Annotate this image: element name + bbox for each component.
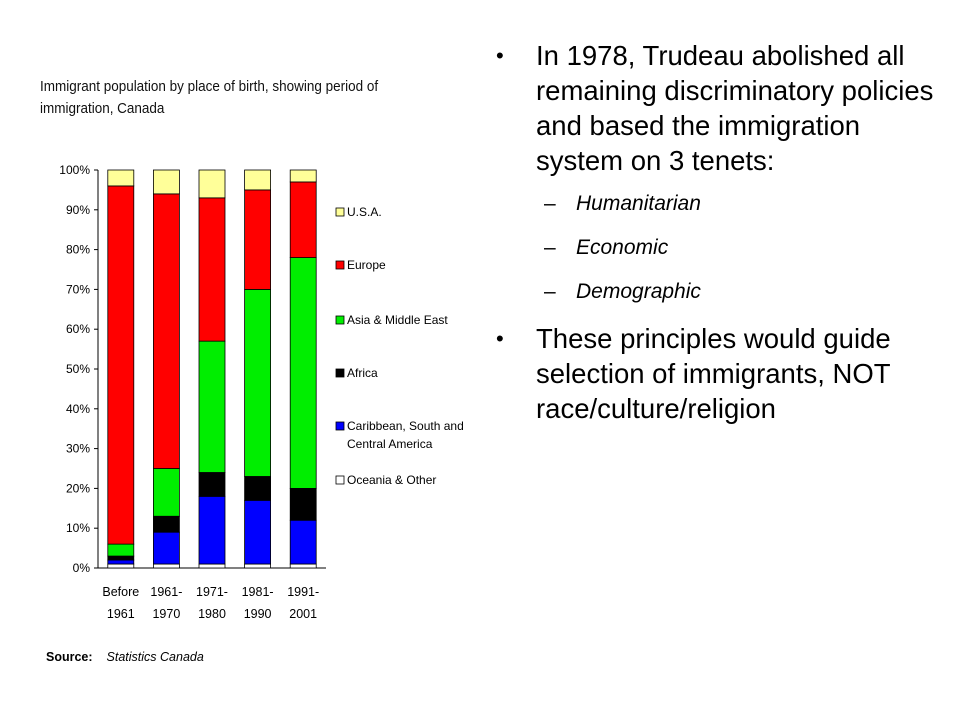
legend-label: Central America [347, 437, 433, 451]
y-tick-label: 70% [66, 282, 90, 296]
bar-segment [244, 169, 272, 191]
x-tick-label: 1970 [152, 607, 180, 621]
stacked-bar-chart: 0% 10% 20% 30% 40% 50% 60% 70% 80% 90% 100% Before 1… [59, 163, 464, 621]
bullet-text: These principles would guide selection o… [536, 323, 891, 424]
bar-segment [289, 169, 317, 183]
y-tick-label: 90% [66, 203, 90, 217]
bar-segment [153, 531, 180, 565]
legend-label: Europe [347, 258, 386, 272]
sub-bullet-humanitarian: – Humanitarian [496, 189, 946, 219]
legend-label: Africa [347, 366, 378, 380]
bar-segment [289, 257, 317, 489]
bar-segment [107, 169, 135, 187]
bullet-text: In 1978, Trudeau abolished all remaining… [536, 40, 934, 176]
bar-segment [107, 563, 135, 569]
bar-segment [153, 169, 180, 195]
bar-segment [244, 189, 272, 290]
dash-glyph: – [544, 236, 556, 259]
bullet-point-principles: • These principles would guide selection… [496, 321, 946, 426]
y-tick-label: 30% [66, 442, 90, 456]
bar-segment [107, 559, 135, 565]
bar-segment [289, 519, 317, 565]
bullet-glyph: • [496, 326, 504, 351]
bar-segment [289, 181, 317, 258]
bar-segment [153, 563, 180, 569]
legend-label: Oceania & Other [347, 473, 436, 487]
legend-label: Asia & Middle East [347, 313, 448, 327]
source-line: Source: Statistics Canada [46, 650, 204, 664]
bar-segment [289, 487, 317, 521]
bar-segment [198, 563, 226, 569]
y-tick-label: 0% [73, 561, 91, 575]
legend-swatch [335, 475, 345, 485]
legend-swatch [335, 421, 345, 431]
sub-bullet-text: Economic [576, 236, 669, 259]
x-tick-label: 1981- [242, 585, 274, 599]
bar-segment [244, 499, 272, 565]
x-tick-label: 2001 [289, 607, 317, 621]
sub-bullet-text: Humanitarian [576, 192, 701, 215]
sub-bullet-demographic: – Demographic [496, 277, 946, 307]
bar-segment [107, 555, 135, 561]
y-tick-label: 40% [66, 402, 90, 416]
y-tick-label: 60% [66, 322, 90, 336]
bar-segment [153, 515, 180, 533]
bar-segment [153, 193, 180, 469]
y-tick-label: 50% [66, 362, 90, 376]
bar-segment [289, 563, 317, 569]
x-tick-label: 1971- [196, 585, 228, 599]
legend-label: U.S.A. [347, 205, 382, 219]
chart-panel: 0% 10% 20% 30% 40% 50% 60% 70% 80% 90% 100% Before 1… [36, 68, 476, 680]
y-tick-label: 100% [59, 163, 90, 177]
bar-segment [198, 197, 226, 342]
x-tick-label: 1991- [287, 585, 319, 599]
dash-glyph: – [544, 192, 556, 215]
bar-segment [198, 495, 226, 565]
sub-bullet-text: Demographic [576, 280, 701, 303]
bar-segment [198, 340, 226, 473]
bar-segment [198, 472, 226, 497]
sub-bullet-economic: – Economic [496, 233, 946, 263]
y-tick-label: 80% [66, 243, 90, 257]
bullet-list: • In 1978, Trudeau abolished all remaini… [496, 38, 946, 436]
dash-glyph: – [544, 280, 556, 303]
legend-swatch [335, 207, 345, 217]
legend-swatch [335, 260, 345, 270]
y-tick-label: 20% [66, 481, 90, 495]
bar-segment [244, 288, 272, 477]
bar-segment [153, 468, 180, 517]
bar-segment [107, 185, 135, 545]
bar-segment [244, 476, 272, 501]
y-tick-label: 10% [66, 521, 90, 535]
x-tick-label: Before [102, 585, 139, 599]
x-tick-label: 1961- [150, 585, 182, 599]
chart-title: Immigrant population by place of birth, … [40, 79, 379, 117]
bullet-point-tenets: • In 1978, Trudeau abolished all remaini… [496, 38, 946, 178]
source-text: Statistics Canada [106, 650, 204, 664]
legend-swatch [335, 315, 345, 325]
legend-label: Caribbean, South and [347, 419, 464, 433]
legend-swatch [335, 368, 345, 378]
bar-segment [198, 169, 226, 199]
x-tick-label: 1990 [244, 607, 272, 621]
x-tick-label: 1961 [107, 607, 135, 621]
bar-segment [107, 543, 135, 557]
bullet-glyph: • [496, 43, 504, 68]
x-tick-label: 1980 [198, 607, 226, 621]
bar-segment [244, 563, 272, 569]
source-label: Source: [46, 650, 93, 664]
